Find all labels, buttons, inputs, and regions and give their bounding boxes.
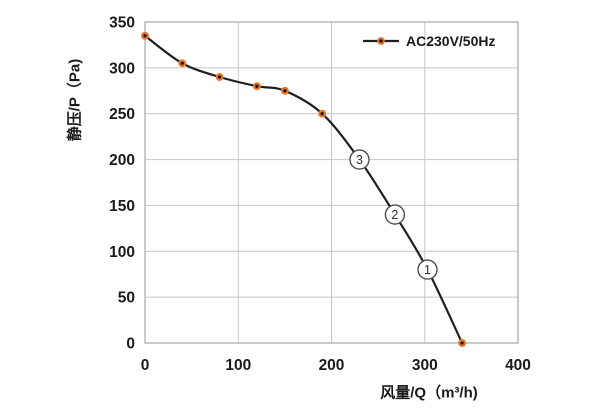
x-axis-title: 风量/Q（m³/h) <box>380 384 478 402</box>
annotation-circle <box>417 259 438 280</box>
data-point-marker <box>141 31 149 40</box>
annotation-number: 3 <box>356 153 363 167</box>
y-tick-label: 350 <box>109 15 135 32</box>
x-tick-label: 300 <box>412 357 438 374</box>
legend-line-marker-icon <box>363 37 399 45</box>
y-tick-label: 0 <box>126 336 135 353</box>
y-axis-title: 静压/P（Pa) <box>66 58 84 142</box>
legend-label: AC230V/50Hz <box>406 33 496 49</box>
y-tick-label: 50 <box>118 290 135 307</box>
data-point-marker <box>252 82 261 91</box>
plot-border <box>144 21 519 344</box>
annotation-circle <box>349 149 370 170</box>
x-tick-label: 400 <box>505 357 531 374</box>
data-point-marker <box>318 109 327 118</box>
y-tick-label: 200 <box>109 152 135 169</box>
data-point-marker <box>458 339 467 347</box>
annotation-number: 2 <box>391 208 398 222</box>
legend: AC230V/50Hz <box>362 34 496 48</box>
data-point-marker <box>280 86 289 95</box>
data-point-marker <box>178 59 187 68</box>
x-tick-label: 100 <box>225 357 251 374</box>
annotation-circle <box>384 204 406 225</box>
legend-dot-sample <box>377 37 385 45</box>
x-tick-label: 0 <box>141 357 150 374</box>
y-tick-label: 150 <box>109 198 135 215</box>
x-tick-label: 200 <box>319 357 345 374</box>
y-tick-label: 300 <box>109 60 135 77</box>
data-point-marker <box>215 73 224 81</box>
y-tick-label: 100 <box>109 244 135 261</box>
annotation-number: 1 <box>424 263 431 277</box>
series-line <box>143 34 464 345</box>
y-tick-label: 250 <box>109 106 135 123</box>
